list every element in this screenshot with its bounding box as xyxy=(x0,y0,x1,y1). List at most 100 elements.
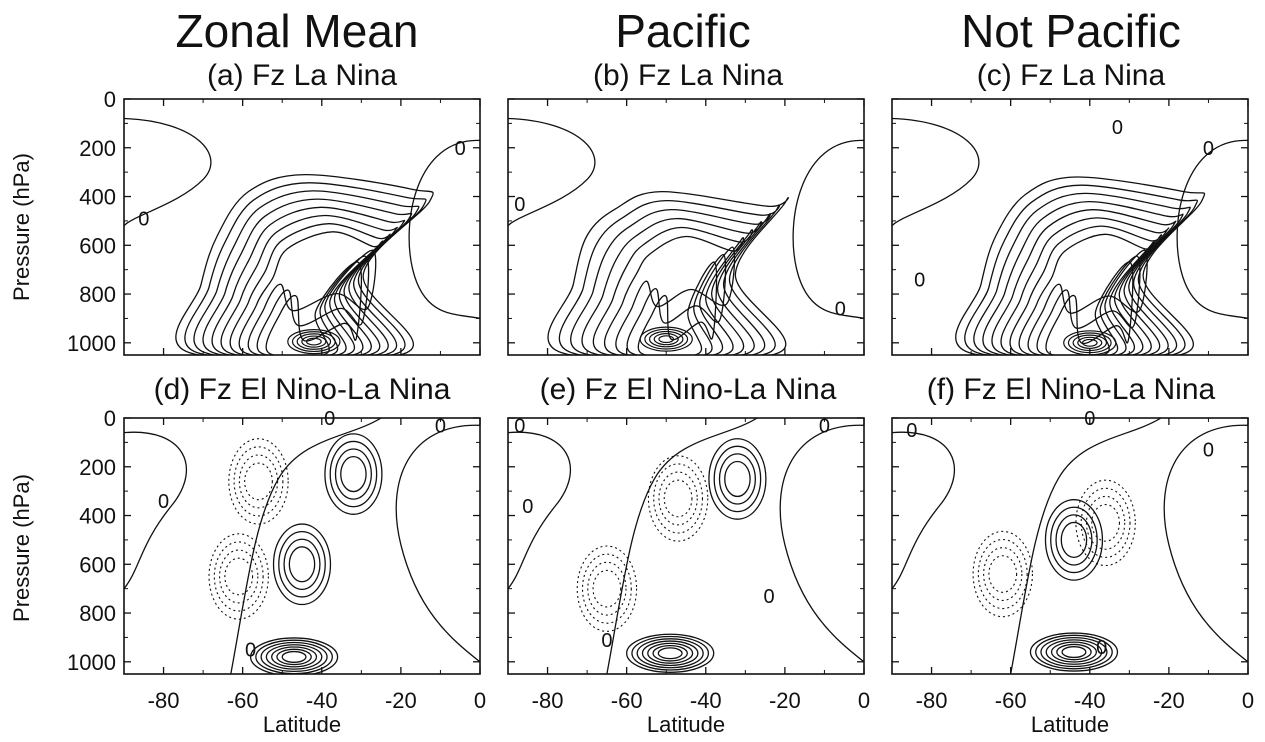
contour-line xyxy=(291,331,336,353)
contour-label: 0 xyxy=(764,586,775,608)
positive-contour xyxy=(281,650,307,663)
contour-label: 0 xyxy=(514,415,525,437)
negative-contour xyxy=(219,549,259,604)
panel-b: 00 xyxy=(507,98,865,356)
negative-contour xyxy=(1091,504,1120,542)
positive-contour xyxy=(249,637,339,674)
positive-contour xyxy=(276,648,312,666)
plot-frame xyxy=(123,417,481,675)
positive-contour xyxy=(1045,639,1103,665)
contour-line xyxy=(296,333,332,350)
zero-contour xyxy=(124,117,212,227)
positive-contour xyxy=(265,644,323,670)
x-axis-label-zonal-mean: Latitude xyxy=(262,712,342,737)
contour-line xyxy=(581,217,763,355)
negative-contour xyxy=(977,538,1028,610)
panel-title-e: (e) Fz El Nino-La Nina xyxy=(539,373,837,406)
zero-contour xyxy=(508,431,572,590)
contour-line xyxy=(570,208,772,355)
contour-line xyxy=(193,190,420,355)
negative-contour xyxy=(663,479,693,518)
negative-contour xyxy=(228,438,289,525)
x-axis-label-not-pacific: Latitude xyxy=(1030,712,1110,737)
contours-d xyxy=(124,418,480,674)
positive-contour xyxy=(1050,641,1098,663)
contour-line xyxy=(991,209,1177,355)
contour-line xyxy=(639,326,693,352)
y-tick-label: 800 xyxy=(79,282,116,307)
y-tick-label: 600 xyxy=(79,233,116,258)
negative-contour xyxy=(233,446,284,517)
positive-contour xyxy=(283,538,321,590)
contour-line xyxy=(211,206,406,355)
x-tick-label: -60 xyxy=(611,688,643,713)
x-tick-label: -20 xyxy=(769,688,801,713)
zero-contour xyxy=(230,418,382,674)
contour-line xyxy=(637,261,718,355)
y-tick-label: 400 xyxy=(79,504,116,529)
x-tick-label: 0 xyxy=(474,688,486,713)
y-tick-label: 200 xyxy=(79,136,116,161)
negative-contour xyxy=(224,557,254,596)
contour-line xyxy=(558,199,781,355)
zero-contour xyxy=(892,431,956,590)
contour-label: 0 xyxy=(522,496,533,518)
zero-contour xyxy=(1176,139,1248,320)
contour-line xyxy=(1009,225,1163,355)
y-tick-label: 0 xyxy=(104,87,116,112)
panel-title-f: (f) Fz El Nino-La Nina xyxy=(926,373,1216,406)
y-tick-label: 600 xyxy=(79,552,116,577)
contour-line xyxy=(238,231,384,355)
contour-line xyxy=(305,337,322,346)
negative-contour xyxy=(653,463,704,534)
panel-a: 0 0 0 200 400 600 800 1000 xyxy=(67,87,481,356)
panel-title-b: (b) Fz La Nina xyxy=(592,59,784,92)
y-tick-label: 0 xyxy=(104,406,116,431)
x-tick-label: -80 xyxy=(916,688,948,713)
contour-line xyxy=(982,200,1184,355)
x-tick-label: 0 xyxy=(1242,688,1254,713)
positive-contour xyxy=(334,448,373,500)
negative-contour xyxy=(988,555,1018,593)
plot-frame xyxy=(891,417,1249,675)
contour-line xyxy=(229,223,391,355)
panel-title-c: (c) Fz La Nina xyxy=(976,59,1166,92)
plot-frame xyxy=(507,98,865,356)
contour-line xyxy=(175,173,434,355)
contour-label: 0 xyxy=(158,491,169,513)
positive-contour xyxy=(1060,521,1088,559)
contour-label: 0 xyxy=(906,420,917,442)
positive-contour xyxy=(1029,632,1119,672)
positive-contour xyxy=(657,647,683,660)
positive-contour xyxy=(1050,506,1098,574)
contour-line xyxy=(644,328,689,350)
contour-label: 0 xyxy=(835,299,846,321)
x-tick-label: -80 xyxy=(148,688,180,713)
negative-contour xyxy=(1075,479,1136,567)
contour-line xyxy=(592,226,754,355)
y-tick-label: 800 xyxy=(79,601,116,626)
negative-contour xyxy=(244,462,273,501)
zero-contour xyxy=(792,139,864,320)
contour-line xyxy=(1027,249,1148,355)
contour-label: 0 xyxy=(819,415,830,437)
contour-label: 0 xyxy=(1203,138,1214,160)
negative-contour xyxy=(983,547,1023,602)
contours-e xyxy=(508,418,864,674)
positive-contour xyxy=(713,445,762,513)
panel-d: 0 0 0 0 0 200 400 600 800 1000 -80 -60 -40 -20 0 xyxy=(67,406,486,713)
x-tick-label: -40 xyxy=(306,688,338,713)
contour-label: 0 xyxy=(435,415,446,437)
contours-f xyxy=(892,418,1248,674)
contours-c xyxy=(892,117,1248,355)
contour-label: 0 xyxy=(1096,637,1107,659)
contour-label: 0 xyxy=(1112,117,1123,139)
y-tick-label: 400 xyxy=(79,185,116,210)
positive-contour xyxy=(1040,636,1108,668)
negative-contour xyxy=(576,545,638,632)
zero-contour xyxy=(892,117,980,227)
contour-line xyxy=(1081,338,1098,347)
negative-contour xyxy=(587,561,627,616)
